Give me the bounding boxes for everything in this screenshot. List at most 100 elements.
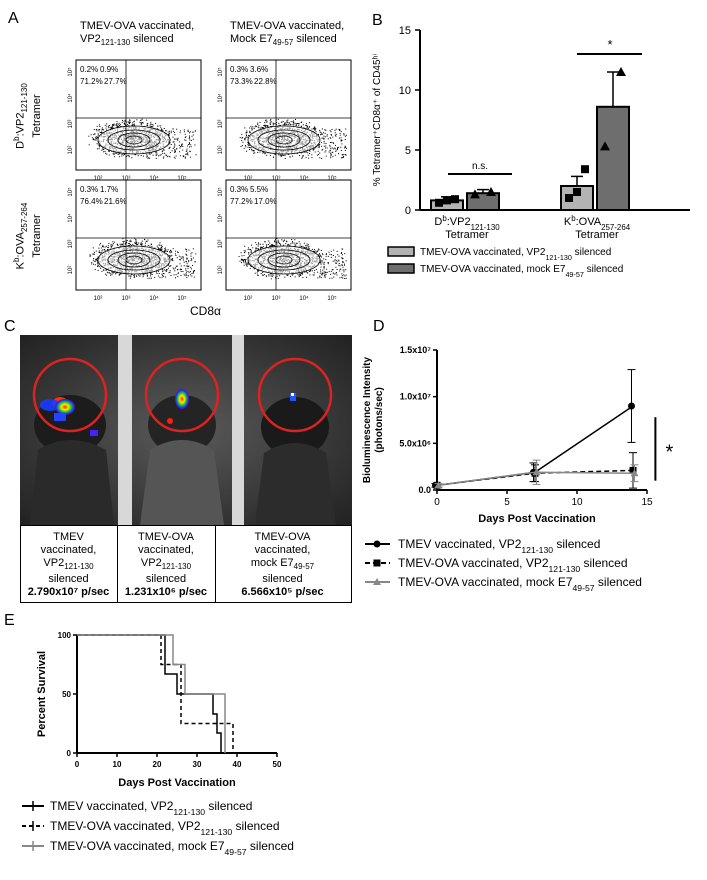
event-dot [140,155,142,157]
event-dot [157,247,159,248]
event-dot [182,143,183,145]
event-dot [282,240,284,242]
event-dot [270,122,272,124]
event-dot [294,276,296,278]
event-dot [93,139,95,141]
event-dot [179,263,181,265]
legend-label: TMEV-OVA vaccinated, mock E749-57 silenc… [50,839,294,857]
event-dot [171,251,173,253]
mouse-images [20,335,352,525]
event-dot [104,246,106,248]
event-dot [183,273,185,275]
event-dot [186,153,188,155]
y-tick-label: 15 [399,25,411,37]
event-dot [146,125,148,126]
event-dot [269,124,271,125]
event-dot [244,138,245,140]
event-dot [88,135,90,137]
event-dot [324,274,326,276]
event-dot [336,250,338,252]
event-dot [330,273,332,275]
event-dot [163,149,165,150]
event-dot [263,274,265,275]
event-dot [128,275,130,277]
event-dot [127,124,129,126]
event-dot [103,249,105,250]
event-dot [176,128,178,130]
event-dot [95,250,97,252]
event-dot [158,155,160,157]
caption-line: vaccinated, [40,544,97,556]
event-dot [113,123,115,125]
event-dot [159,244,161,246]
event-dot [112,127,114,129]
event-dot [285,122,287,124]
event-dot [246,131,248,133]
event-dot [93,129,95,130]
event-dot [256,272,258,274]
event-dot [123,244,125,246]
event-dot [334,148,336,150]
event-dot [166,250,168,252]
event-dot [241,259,243,261]
event-dot [242,137,244,138]
event-dot [136,244,138,246]
event-dot [195,154,197,156]
event-dot [343,147,345,149]
event-dot [249,131,250,133]
event-dot [156,245,158,247]
data-point [443,196,451,205]
event-dot [344,147,346,148]
event-dot [295,124,297,126]
event-dot [342,153,344,155]
event-dot [310,270,312,272]
data-point [451,195,459,204]
event-dot [170,255,172,257]
event-dot [155,122,156,124]
event-dot [158,248,159,250]
event-dot [314,127,316,129]
event-dot [133,123,135,125]
x-tick-label: 10⁵ [177,295,187,300]
event-dot [296,242,298,244]
event-dot [245,137,247,139]
event-dot [307,244,309,246]
event-dot [178,144,180,146]
event-dot [341,264,343,266]
event-dot [98,129,100,131]
x-tick-label: 30 [193,760,202,769]
event-dot [190,266,192,268]
x-tick-label: 5 [504,497,510,508]
event-dot [104,124,106,126]
event-dot [139,275,141,277]
event-dot [266,154,268,156]
event-dot [250,265,252,267]
contour [107,249,161,271]
event-dot [319,157,321,159]
event-dot [331,134,332,136]
event-dot [278,242,280,244]
event-dot [311,154,313,156]
event-dot [257,274,258,276]
event-dot [112,272,114,274]
event-dot [322,272,324,274]
event-dot [183,265,185,267]
event-dot [345,274,347,276]
event-dot [146,155,148,157]
event-dot [93,253,95,255]
event-dot [286,120,288,122]
event-dot [124,119,126,121]
event-dot [299,273,301,275]
legend-label: TMEV-OVA vaccinated, VP2121-130 silenced [50,819,280,837]
event-dot [171,150,173,152]
event-dot [164,248,166,250]
event-dot [249,268,251,270]
caption-line: vaccinated, [254,544,311,556]
event-dot [172,267,174,269]
event-dot [105,269,107,271]
event-dot [168,134,170,136]
event-dot [287,119,289,121]
x-tick-label: 10³ [122,296,131,300]
event-dot [142,122,144,124]
